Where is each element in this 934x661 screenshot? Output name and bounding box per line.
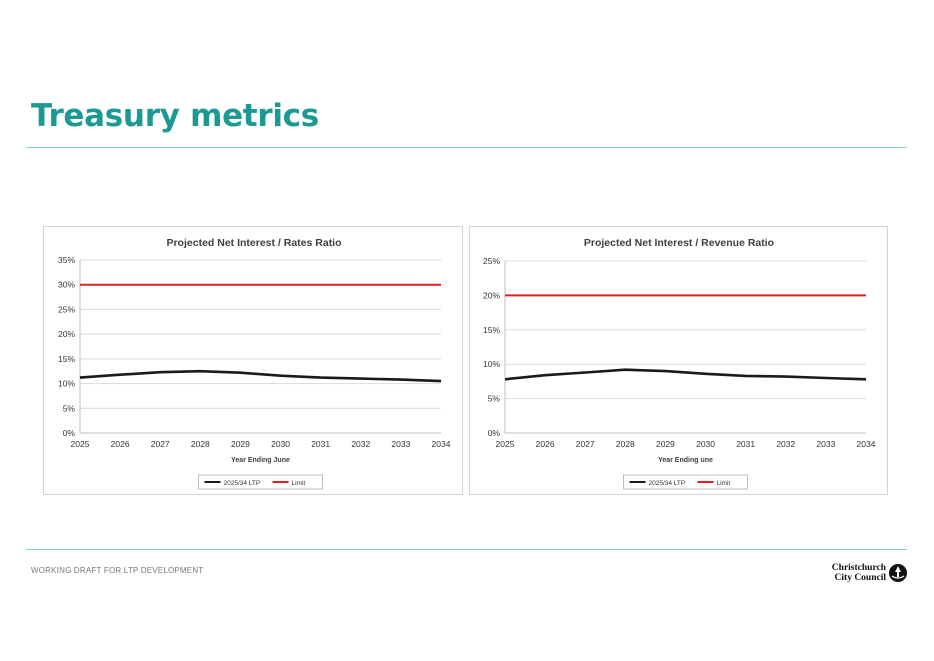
y-tick-label: 20% xyxy=(483,290,500,300)
legend-box xyxy=(198,474,323,490)
x-axis-label: Year Ending June xyxy=(231,457,290,464)
logo-line1: Christchurch xyxy=(831,563,886,573)
x-tick-label: 2026 xyxy=(111,439,130,449)
logo-line2: City Council xyxy=(834,572,886,583)
legend-label: 2025/34 LTP xyxy=(649,480,686,487)
series-line-ltp xyxy=(504,368,867,381)
y-tick-label: 10% xyxy=(483,359,500,369)
y-tick-label: 15% xyxy=(483,325,500,335)
x-tick-label: 2026 xyxy=(536,439,555,449)
legend-label: 2025/34 LTP xyxy=(224,480,261,487)
chart-svg: Projected Net Interest / Revenue Ratio 0%… xyxy=(483,237,876,490)
x-tick-label: 2025 xyxy=(71,439,90,449)
chart-title: Projected Net Interest / Revenue Ratio xyxy=(584,237,774,249)
x-tick-label: 2034 xyxy=(857,439,876,449)
x-tick-label: 2029 xyxy=(656,439,675,449)
x-tick-label: 2027 xyxy=(576,439,595,449)
x-tick-label: 2030 xyxy=(696,439,715,449)
chart-title: Projected Net Interest / Rates Ratio xyxy=(166,237,341,249)
council-logo-icon xyxy=(889,564,907,582)
legend-box xyxy=(623,474,748,490)
footer-divider xyxy=(26,549,907,550)
footer-draft-note: WORKING DRAFT FOR LTP DEVELOPMENT xyxy=(31,566,204,575)
y-tick-label: 5% xyxy=(63,403,76,413)
series-line-ltp xyxy=(79,369,442,383)
chart-net-interest-rates: Projected Net Interest / Rates Ratio 0% 5%… xyxy=(43,226,463,495)
x-tick-label: 2034 xyxy=(432,439,451,449)
x-axis-label: Year Ending une xyxy=(658,457,713,464)
y-tick-label: 10% xyxy=(58,379,75,389)
legend-label: Limit xyxy=(717,480,731,487)
chart-net-interest-revenue: Projected Net Interest / Revenue Ratio 0%… xyxy=(469,226,888,495)
y-tick-label: 25% xyxy=(483,256,500,266)
x-tick-label: 2028 xyxy=(616,439,635,449)
y-tick-label: 0% xyxy=(488,428,501,438)
x-tick-label: 2033 xyxy=(391,439,410,449)
x-tick-label: 2030 xyxy=(271,439,290,449)
x-tick-label: 2027 xyxy=(151,439,170,449)
x-tick-label: 2029 xyxy=(231,439,250,449)
x-tick-label: 2025 xyxy=(496,439,515,449)
x-tick-label: 2032 xyxy=(351,439,370,449)
y-tick-label: 25% xyxy=(58,304,75,314)
page-title: Treasury metrics xyxy=(31,98,319,134)
chart-svg: Projected Net Interest / Rates Ratio 0% 5%… xyxy=(58,237,451,490)
x-tick-label: 2032 xyxy=(776,439,795,449)
y-tick-label: 0% xyxy=(63,428,76,438)
y-tick-label: 35% xyxy=(58,255,75,265)
y-tick-label: 20% xyxy=(58,329,75,339)
x-tick-label: 2033 xyxy=(816,439,835,449)
legend-label: Limit xyxy=(292,480,306,487)
y-tick-label: 30% xyxy=(58,280,75,290)
x-tick-label: 2028 xyxy=(191,439,210,449)
council-logo: Christchurch City Council xyxy=(830,563,910,585)
y-tick-label: 5% xyxy=(488,394,501,404)
y-tick-label: 15% xyxy=(58,354,75,364)
x-tick-label: 2031 xyxy=(736,439,755,449)
title-divider xyxy=(26,147,907,148)
x-tick-label: 2031 xyxy=(311,439,330,449)
